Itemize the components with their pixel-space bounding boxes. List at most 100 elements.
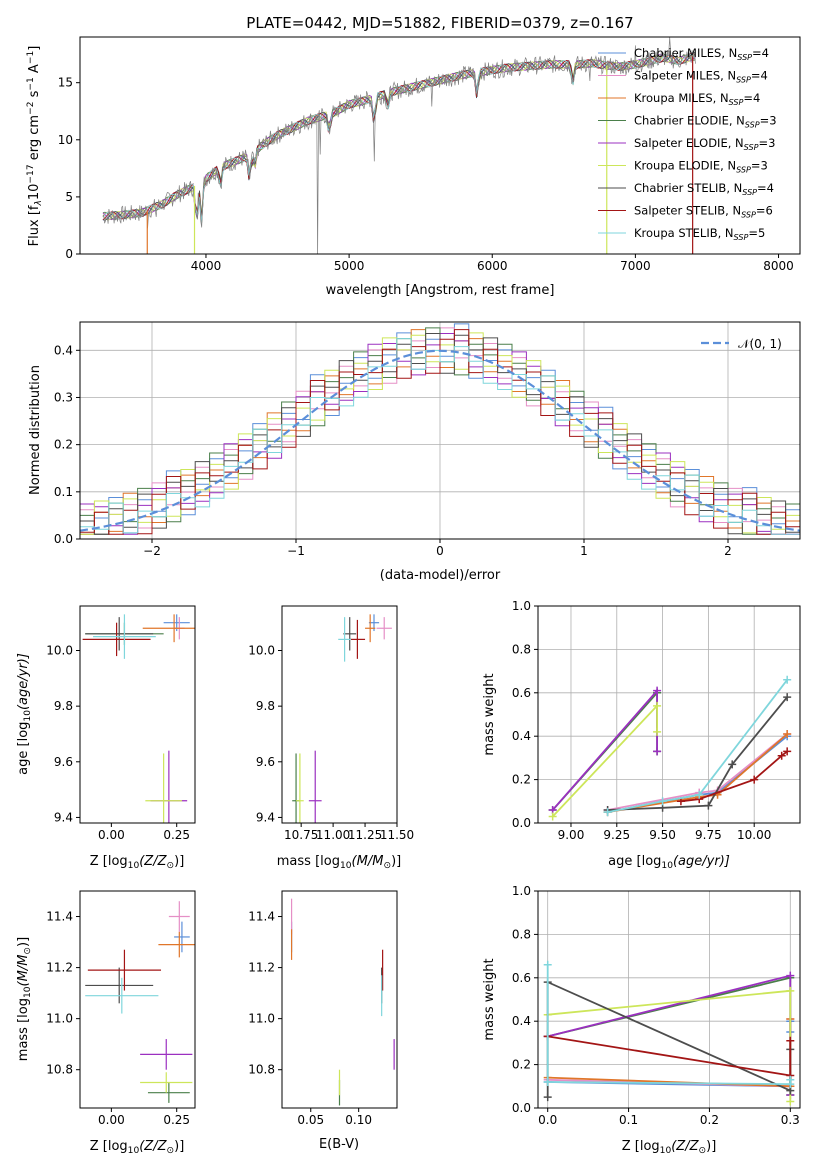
histogram-axes [79, 321, 801, 540]
spectrum-axes [79, 36, 801, 255]
label-part: (age/yr)] [16, 653, 31, 710]
label-part: )] [174, 1139, 184, 1154]
sun-symbol: ⊙ [23, 947, 33, 955]
x-tick-label: 10.00 [737, 828, 771, 842]
y-tick-label: 10 [58, 133, 73, 147]
y-tick-label: 9.8 [54, 699, 73, 713]
mass-weight-marker-salpeter_stelib [777, 751, 786, 760]
x-tick-label: 0.00 [98, 828, 125, 842]
label-part: mass [log [16, 998, 31, 1061]
label-part: (Z/Z [139, 854, 167, 869]
y-tick-label: 10.8 [46, 1063, 73, 1077]
y-tick-label: 0.6 [512, 971, 531, 985]
y-axis-label: Flux [fλ10−17 erg cm−2 s−1 A−1] [26, 46, 44, 247]
label-part: SSP [741, 211, 756, 220]
label-part: Chabrier ELODIE, N [634, 114, 745, 128]
y-tick-label: 10.0 [248, 644, 275, 658]
spectrum-plot-area [102, 37, 696, 254]
legend-entry: Salpeter MILES, NSSP=4 [634, 69, 768, 85]
mass-weight-marker-kroupa_stelib [658, 797, 667, 806]
y-tick-label: 10.0 [46, 644, 73, 658]
x-tick-label: −2 [143, 544, 161, 558]
mass-weight-marker-salpeter_stelib [786, 1036, 795, 1045]
mass-weight-marker-kroupa_stelib [783, 675, 792, 684]
x-tick-label: 6000 [477, 259, 508, 273]
label-part: 10 [661, 861, 673, 871]
legend-entry: Kroupa MILES, NSSP=4 [634, 91, 760, 107]
x-tick-label: 0.1 [619, 1113, 638, 1127]
label-part: =3 [760, 114, 777, 128]
x-tick-label: 0.25 [163, 1113, 190, 1127]
legend-entry: Salpeter ELODIE, NSSP=3 [634, 136, 775, 152]
mass-weight-line-kroupa_miles [607, 733, 788, 813]
mass-weight-marker-kroupa_stelib [543, 1077, 552, 1086]
y-tick-label: 9.4 [256, 810, 275, 824]
x-tick-label: 0.10 [345, 1113, 372, 1127]
y-tick-label: 0.4 [512, 1014, 531, 1028]
y-tick-label: 9.6 [54, 755, 73, 769]
label-part: SSP [742, 188, 757, 197]
y-axis-label: age [log10(age/yr)] [16, 653, 33, 775]
label-part: Chabrier MILES, N [634, 46, 737, 60]
label-part: 10 [128, 861, 140, 871]
x-tick-label: 0.2 [700, 1113, 719, 1127]
label-part: =4 [751, 69, 768, 83]
mass-weight-marker-chabrier_stelib [704, 801, 713, 810]
label-part: 10 [660, 1146, 672, 1156]
mass-weight-marker-salpeter_stelib [750, 775, 759, 784]
x-tick-label: 9.25 [603, 828, 630, 842]
x-axis-label: Z [log10(Z/Z⊙)] [622, 1139, 717, 1156]
x-axis-label: (data-model)/error [380, 568, 501, 583]
label-part: )] [174, 854, 184, 869]
x-axis-label: E(B-V) [319, 1137, 359, 1152]
x-axis-label: mass [log10(M/M⊙)] [277, 854, 401, 871]
y-tick-label: 0.4 [54, 343, 73, 357]
label-part: Kroupa STELIB, N [634, 226, 734, 240]
legend-entry: Kroupa STELIB, NSSP=5 [634, 226, 765, 242]
errorbar-area [82, 614, 195, 823]
mass-weight-axes [537, 605, 801, 824]
mass-weight-marker-kroupa_elodie [786, 986, 795, 995]
label-part: SSP [744, 143, 759, 152]
x-tick-label: 0.0 [538, 1113, 557, 1127]
y-tick-label: 11.4 [46, 910, 73, 924]
label-part: Kroupa ELODIE, N [634, 159, 736, 173]
mass-weight-line-salpeter_miles [547, 1019, 792, 1088]
label-part: Z [log [622, 1139, 660, 1154]
normal-curve [80, 349, 800, 532]
x-tick-label: 2 [724, 544, 732, 558]
label-part: SSP [737, 53, 752, 62]
x-tick-label: 4000 [191, 259, 222, 273]
y-tick-label: 11.2 [248, 961, 275, 975]
mass-weight-marker-salpeter_elodie [653, 747, 662, 756]
label-part: (M/M [352, 854, 384, 869]
x-tick-label: 7000 [620, 259, 651, 273]
label-part: =4 [757, 181, 774, 195]
label-part: mass [log [277, 854, 340, 869]
x-tick-label: 0.05 [297, 1113, 324, 1127]
mass-weight-line-kroupa_miles [547, 1019, 792, 1088]
errorbar-area [292, 614, 392, 823]
y-tick-label: 0.6 [512, 686, 531, 700]
mass-weight-marker-kroupa_miles [783, 730, 792, 739]
label-part: Z [log [90, 1139, 128, 1154]
label-part: =4 [752, 46, 769, 60]
mass-weight-line-kroupa_stelib [607, 679, 788, 813]
label-part: ] [27, 46, 42, 51]
y-tick-label: 0.8 [512, 642, 531, 656]
errorbar-axes [281, 605, 398, 824]
y-tick-label: 0.0 [512, 1101, 531, 1115]
label-part: erg cm [27, 115, 42, 164]
x-tick-label: 11.00 [316, 828, 350, 842]
y-axis-label: mass weight [482, 673, 497, 755]
x-tick-label: 0.3 [781, 1113, 800, 1127]
label-part: )] [16, 937, 31, 947]
sun-symbol: ⊙ [167, 1146, 175, 1156]
y-axis-label: Normed distribution [28, 365, 43, 495]
label-part: SSP [729, 98, 744, 107]
label-part: )] [706, 1139, 716, 1154]
errorbar-axes [79, 890, 196, 1109]
y-tick-label: 0.0 [54, 532, 73, 546]
mass-weight-marker-kroupa_elodie [653, 701, 662, 710]
